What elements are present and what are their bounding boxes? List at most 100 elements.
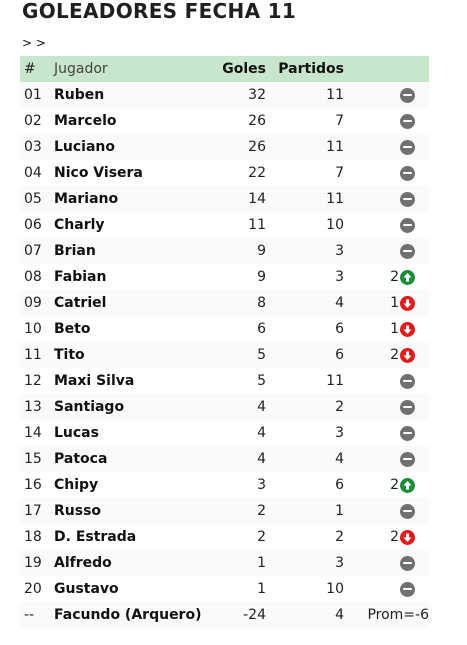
row-goals: -24 xyxy=(243,607,266,623)
table-row: 13 Santiago 4 2 xyxy=(20,394,429,420)
row-status: 2 xyxy=(344,342,429,368)
row-status xyxy=(344,108,429,134)
row-matches: 2 xyxy=(335,529,344,545)
table-row: 11 Tito 5 6 2 xyxy=(20,342,429,368)
table-row-goalkeeper: -- Facundo (Arquero) -24 4 Prom=-6 xyxy=(20,602,429,628)
table-row: 02 Marcelo 26 7 xyxy=(20,108,429,134)
row-player-name: Charly xyxy=(54,217,105,233)
row-delta: 2 xyxy=(390,269,399,285)
minus-circle-icon xyxy=(400,113,415,129)
row-goals: 1 xyxy=(257,555,266,571)
row-goals: 22 xyxy=(248,165,266,181)
row-rank: 07 xyxy=(24,243,42,259)
row-player-name: Fabian xyxy=(54,269,107,285)
row-goals: 4 xyxy=(257,451,266,467)
row-matches: 7 xyxy=(335,113,344,129)
row-rank: 06 xyxy=(24,217,42,233)
row-rank: 17 xyxy=(24,503,42,519)
table-row: 20 Gustavo 1 10 xyxy=(20,576,429,602)
table-row: 01 Ruben 32 11 xyxy=(20,82,429,108)
header-player: Jugador xyxy=(54,61,108,77)
row-matches: 4 xyxy=(335,607,344,623)
row-matches: 6 xyxy=(335,477,344,493)
row-status xyxy=(344,394,429,420)
table-row: 08 Fabian 9 3 2 xyxy=(20,264,429,290)
row-player-name: Luciano xyxy=(54,139,116,155)
breadcrumb[interactable]: > > xyxy=(22,36,46,50)
row-goals: 4 xyxy=(257,399,266,415)
row-goals: 8 xyxy=(257,295,266,311)
row-matches: 11 xyxy=(326,139,344,155)
table-row: 06 Charly 11 10 xyxy=(20,212,429,238)
row-goals: 26 xyxy=(248,139,266,155)
row-player-name: Ruben xyxy=(54,87,105,103)
row-player-name: Chipy xyxy=(54,477,99,493)
row-matches: 4 xyxy=(335,295,344,311)
row-rank: 19 xyxy=(24,555,42,571)
arrow-up-circle-icon xyxy=(400,269,415,285)
minus-circle-icon xyxy=(400,191,415,207)
arrow-down-circle-icon xyxy=(400,295,415,311)
minus-circle-icon xyxy=(400,555,415,571)
arrow-up-circle-icon xyxy=(400,477,415,493)
row-goals: 11 xyxy=(248,217,266,233)
arrow-down-circle-icon xyxy=(400,347,415,363)
row-status xyxy=(344,212,429,238)
row-delta: 2 xyxy=(390,529,399,545)
row-goals: 4 xyxy=(257,425,266,441)
row-player-name: Maxi Silva xyxy=(54,373,135,389)
scorers-table: # Jugador Goles Partidos 01 Ruben 32 11 … xyxy=(20,56,429,628)
row-matches: 3 xyxy=(335,425,344,441)
row-delta: 2 xyxy=(390,347,399,363)
row-rank: 09 xyxy=(24,295,42,311)
row-rank: 03 xyxy=(24,139,42,155)
row-player-name: Beto xyxy=(54,321,91,337)
row-rank: -- xyxy=(24,607,35,623)
row-goals: 9 xyxy=(257,269,266,285)
row-rank: 15 xyxy=(24,451,42,467)
row-player-name: Lucas xyxy=(54,425,99,441)
table-row: 09 Catriel 8 4 1 xyxy=(20,290,429,316)
row-player-name: Catriel xyxy=(54,295,107,311)
row-rank: 05 xyxy=(24,191,42,207)
row-goals: 3 xyxy=(257,477,266,493)
row-status xyxy=(344,186,429,212)
row-matches: 6 xyxy=(335,321,344,337)
row-status xyxy=(344,238,429,264)
row-matches: 1 xyxy=(335,503,344,519)
table-row: 12 Maxi Silva 5 11 xyxy=(20,368,429,394)
table-row: 04 Nico Visera 22 7 xyxy=(20,160,429,186)
row-player-name: Alfredo xyxy=(54,555,112,571)
row-status xyxy=(344,576,429,602)
table-row: 07 Brian 9 3 xyxy=(20,238,429,264)
row-goals: 26 xyxy=(248,113,266,129)
table-row: 15 Patoca 4 4 xyxy=(20,446,429,472)
row-status: 1 xyxy=(344,316,429,342)
row-status xyxy=(344,160,429,186)
page-title: GOLEADORES FECHA 11 xyxy=(22,0,297,23)
row-player-name: Russo xyxy=(54,503,102,519)
row-matches: 7 xyxy=(335,165,344,181)
arrow-down-circle-icon xyxy=(400,529,415,545)
table-row: 05 Mariano 14 11 xyxy=(20,186,429,212)
row-rank: 20 xyxy=(24,581,42,597)
header-matches: Partidos xyxy=(278,61,344,77)
row-status: 2 xyxy=(344,472,429,498)
row-goals: 2 xyxy=(257,529,266,545)
row-matches: 3 xyxy=(335,243,344,259)
row-player-name: Tito xyxy=(54,347,85,363)
minus-circle-icon xyxy=(400,243,415,259)
minus-circle-icon xyxy=(400,399,415,415)
row-goals: 6 xyxy=(257,321,266,337)
row-rank: 13 xyxy=(24,399,42,415)
row-player-name: Patoca xyxy=(54,451,108,467)
row-status xyxy=(344,420,429,446)
row-player-name: Nico Visera xyxy=(54,165,143,181)
row-matches: 11 xyxy=(326,373,344,389)
minus-circle-icon xyxy=(400,165,415,181)
minus-circle-icon xyxy=(400,581,415,597)
header-goals: Goles xyxy=(222,61,266,77)
row-goals: 32 xyxy=(248,87,266,103)
row-goals: 9 xyxy=(257,243,266,259)
table-header-row: # Jugador Goles Partidos xyxy=(20,56,429,82)
